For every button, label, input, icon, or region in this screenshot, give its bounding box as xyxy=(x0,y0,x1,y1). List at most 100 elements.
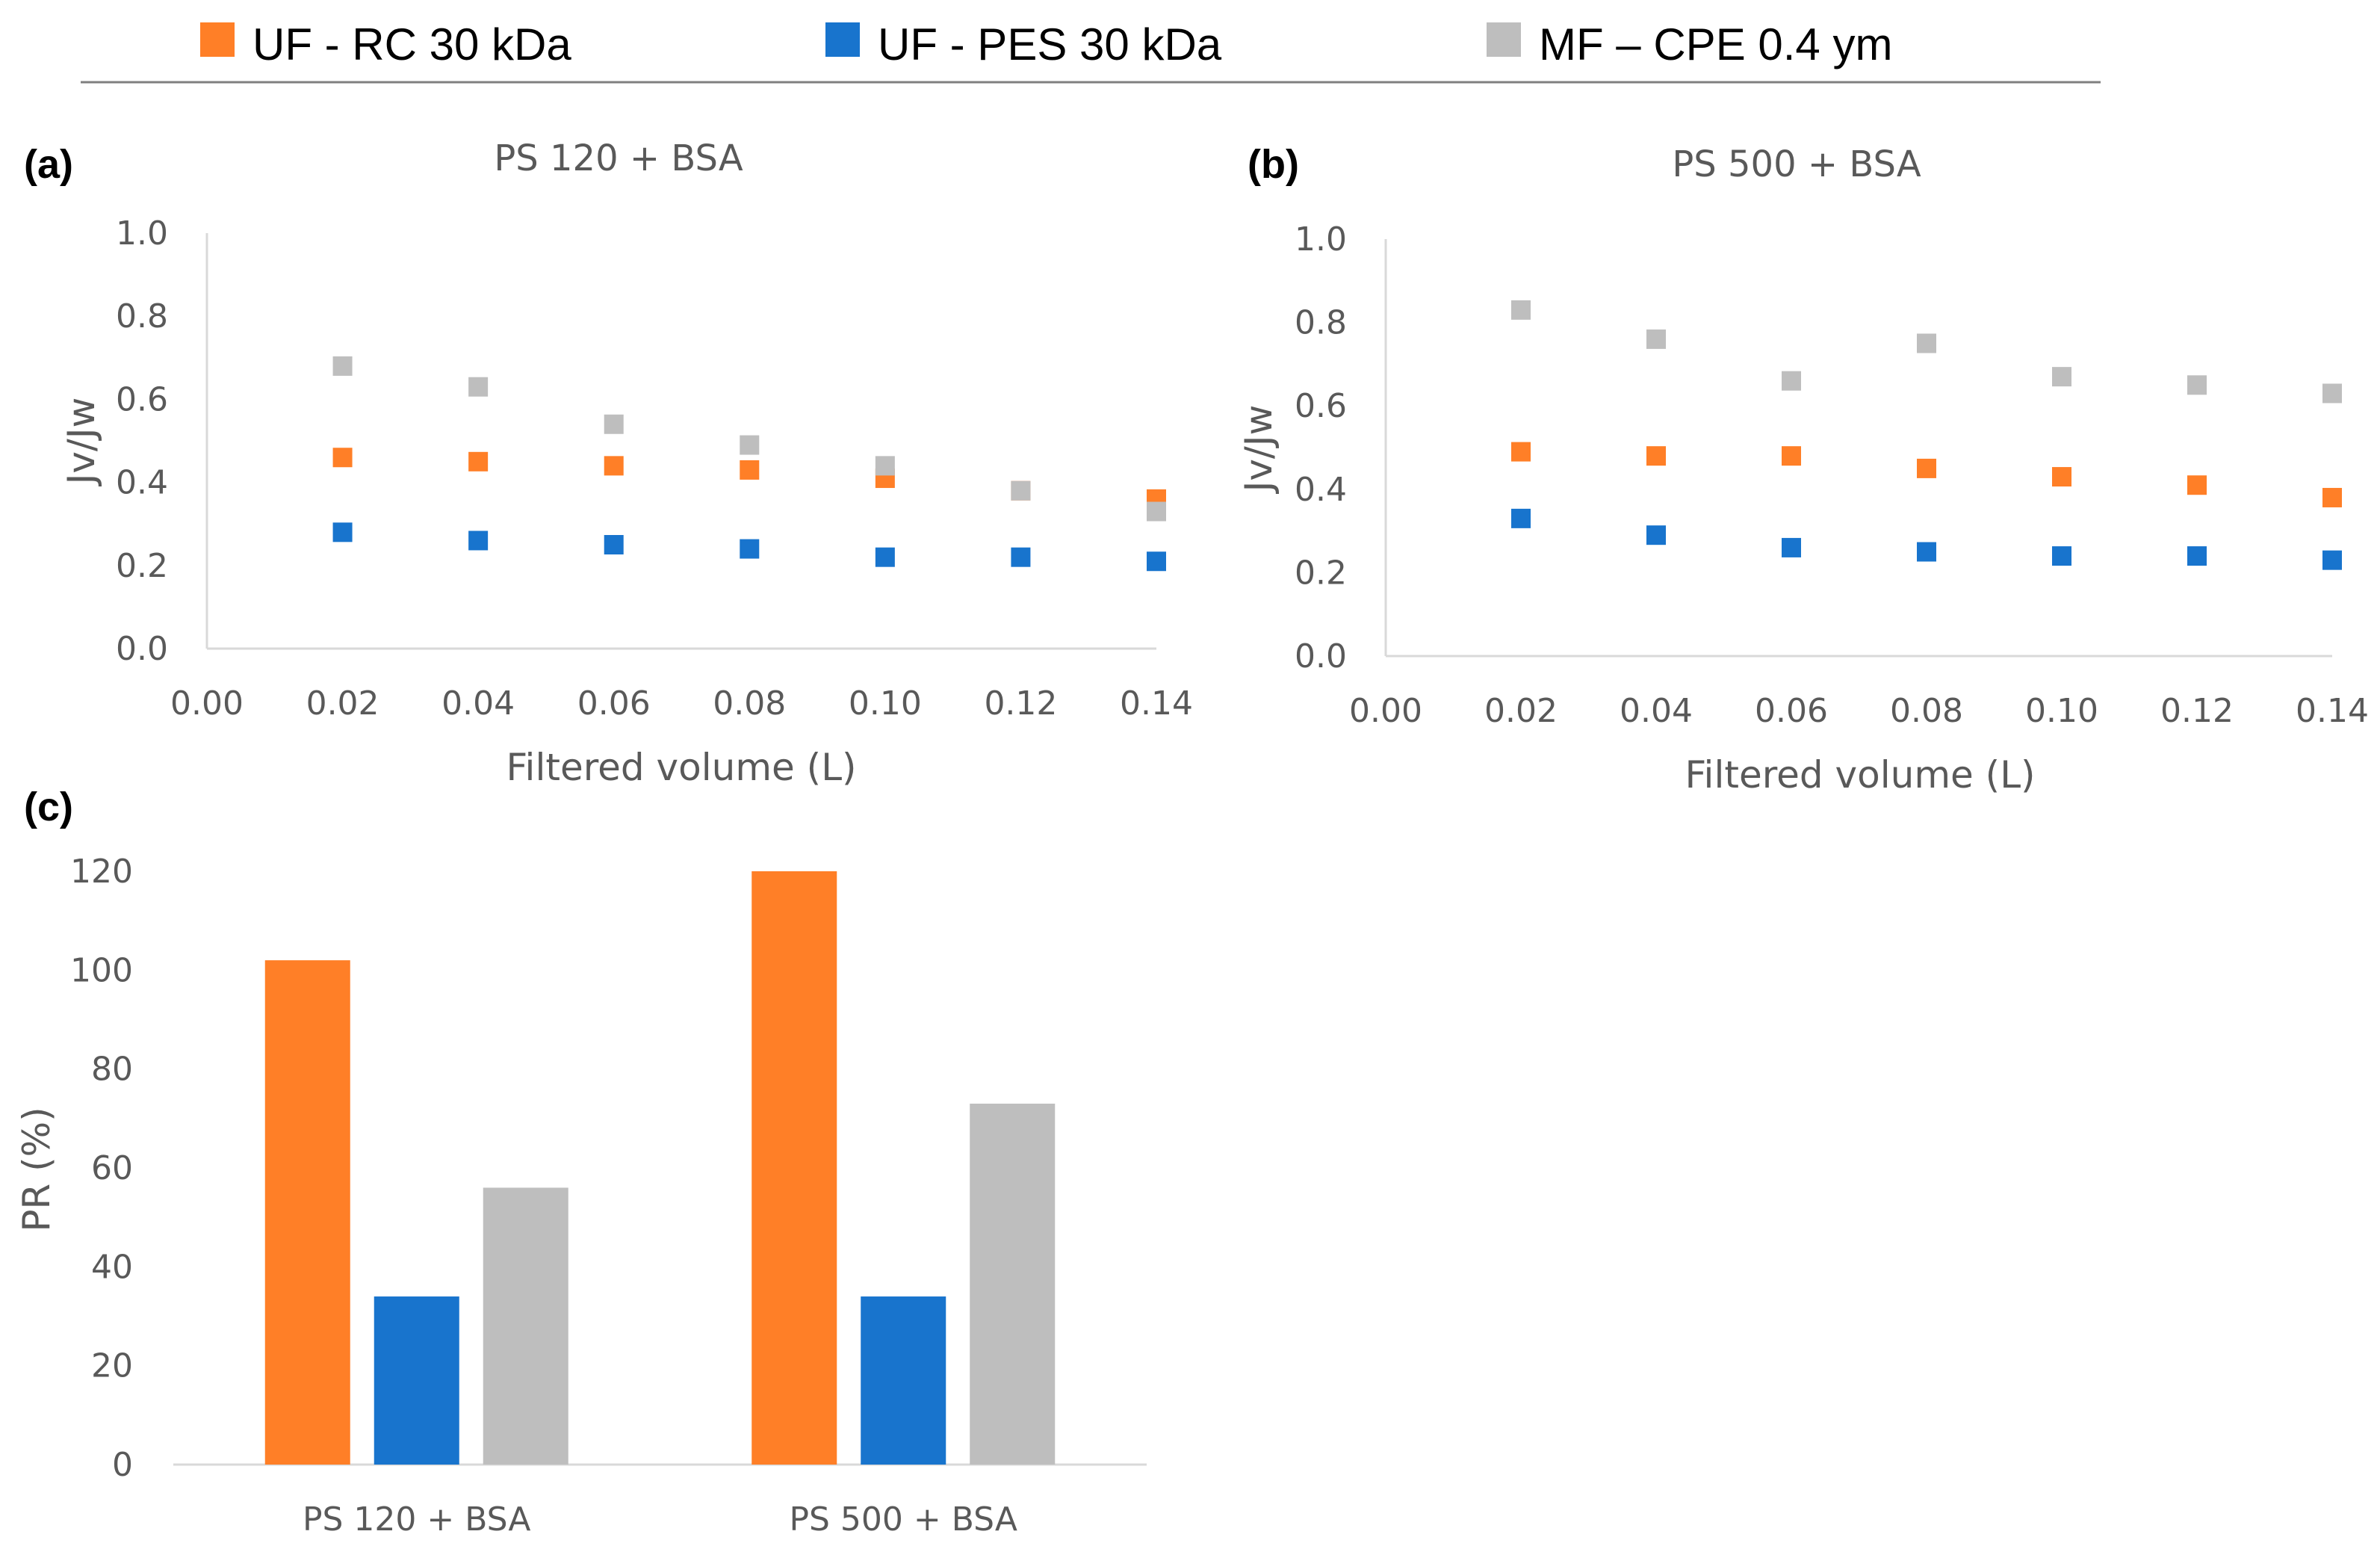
panel-b-y-tick-label: 0.6 xyxy=(1295,387,1347,425)
panel-c-bar-pes xyxy=(374,1296,459,1465)
panel-a-point-pes xyxy=(468,531,489,551)
panel-b-x-tick-label: 0.10 xyxy=(2025,692,2098,730)
legend-label-pes: UF - PES 30 kDa xyxy=(878,19,1222,69)
panel-b-point-pes xyxy=(1646,525,1666,545)
panel-a-point-rc xyxy=(468,451,489,472)
panel-b-x-tick-label: 0.14 xyxy=(2296,692,2369,730)
panel-a-point-cpe xyxy=(1147,501,1166,522)
panel-a-point-cpe xyxy=(332,356,353,376)
panel-a-point-pes xyxy=(604,535,624,554)
panel-b-y-tick-label: 0.2 xyxy=(1295,554,1347,592)
panel-a-x-tick-label: 0.02 xyxy=(306,684,379,723)
panel-a-point-cpe xyxy=(468,377,489,397)
panel-b-point-rc xyxy=(1646,446,1666,466)
panel-b-x-tick-label: 0.08 xyxy=(1890,692,1963,730)
panel-b-point-pes xyxy=(2052,546,2071,566)
panel-c-category-label: PS 120 + BSA xyxy=(303,1500,531,1539)
panel-c-y-tick-label: 120 xyxy=(70,853,133,891)
panel-c-y-tick-label: 0 xyxy=(112,1446,133,1484)
panel-a-point-rc xyxy=(604,456,624,476)
panel-a-point-pes xyxy=(332,522,353,542)
panel-a-point-cpe xyxy=(740,435,760,455)
panel-a-title: PS 120 + BSA xyxy=(494,137,743,179)
panel-b-point-pes xyxy=(2187,546,2207,566)
panel-c-category-label: PS 500 + BSA xyxy=(789,1500,1017,1539)
legend-label-rc: UF - RC 30 kDa xyxy=(252,19,571,69)
panel-a-points xyxy=(332,356,1166,572)
panel-a-point-pes xyxy=(875,547,895,567)
panel-a-point-rc xyxy=(740,460,760,480)
panel-b-x-tick-label: 0.06 xyxy=(1755,692,1828,730)
panel-b-points xyxy=(1511,300,2342,570)
panel-a-x-tick-label: 0.08 xyxy=(713,684,786,723)
panel-a-point-cpe xyxy=(875,456,895,476)
panel-c-bar-cpe xyxy=(970,1103,1056,1465)
panel-a-point-pes xyxy=(740,539,760,559)
legend-swatch-rc xyxy=(200,22,235,57)
legend: UF - RC 30 kDa UF - PES 30 kDa MF – CPE … xyxy=(81,19,2101,84)
panel-c-y-axis-label: PR (%) xyxy=(15,1107,58,1231)
panel-b-y-tick-label: 0.8 xyxy=(1295,304,1347,342)
panel-a-x-tick-label: 0.10 xyxy=(849,684,922,723)
panel-b-point-rc xyxy=(2187,475,2207,495)
panel-b-point-rc xyxy=(1917,458,1936,478)
panel-b: (b) PS 500 + BSA 0.0 0.2 0.4 0.6 0.8 1.0 0.00… xyxy=(1237,142,2369,797)
panel-c: (c) 0 20 40 60 80 100 120 PS 120 + BSA PS 500 +… xyxy=(15,785,1147,1539)
panel-b-point-cpe xyxy=(1646,329,1666,349)
panel-b-point-cpe xyxy=(2322,383,2342,404)
panel-b-x-ticks: 0.00 0.02 0.04 0.06 0.08 0.10 0.12 0.14 xyxy=(1349,692,2369,730)
panel-b-x-tick-label: 0.04 xyxy=(1620,692,1693,730)
panel-a-point-cpe xyxy=(1011,480,1031,501)
panel-c-categories: PS 120 + BSA PS 500 + BSA xyxy=(303,1500,1017,1539)
panel-c-y-ticks: 0 20 40 60 80 100 120 xyxy=(70,853,133,1484)
panel-b-point-pes xyxy=(1782,537,1801,557)
panel-b-x-tick-label: 0.12 xyxy=(2160,692,2234,730)
panel-a-y-tick-label: 1.0 xyxy=(116,214,168,253)
panel-a-x-tick-label: 0.06 xyxy=(577,684,651,723)
panel-a-point-cpe xyxy=(604,414,624,434)
panel-a-point-pes xyxy=(1011,547,1031,567)
panel-c-bar-pes xyxy=(861,1296,946,1465)
panel-b-point-cpe xyxy=(1782,371,1801,391)
panel-b-point-pes xyxy=(1511,508,1531,528)
panel-a-x-tick-label: 0.04 xyxy=(441,684,515,723)
panel-a-y-tick-label: 0.2 xyxy=(116,547,168,585)
panel-a-y-axis-label: Jv/Jw xyxy=(60,398,103,487)
panel-c-y-tick-label: 100 xyxy=(70,951,133,989)
panel-a-y-tick-label: 0.8 xyxy=(116,297,168,336)
panel-b-point-rc xyxy=(1511,442,1531,462)
panel-b-point-cpe xyxy=(1917,333,1936,353)
panel-a-y-tick-label: 0.6 xyxy=(116,380,168,418)
panel-b-point-rc xyxy=(1782,446,1801,466)
panel-b-x-tick-label: 0.02 xyxy=(1484,692,1558,730)
panel-b-y-tick-label: 0.0 xyxy=(1295,637,1347,675)
panel-b-point-cpe xyxy=(1511,300,1531,320)
panel-c-bar-rc xyxy=(264,960,350,1465)
legend-swatch-cpe xyxy=(1487,22,1521,57)
panel-c-bar-cpe xyxy=(483,1187,568,1465)
panel-a-y-ticks: 0.0 0.2 0.4 0.6 0.8 1.0 xyxy=(116,214,168,668)
panel-a-x-tick-label: 0.00 xyxy=(170,684,244,723)
panel-a-x-axis-label: Filtered volume (L) xyxy=(506,746,856,789)
panel-a-y-tick-label: 0.4 xyxy=(116,464,168,502)
panel-a-point-pes xyxy=(1147,551,1166,572)
legend-swatch-pes xyxy=(825,22,860,57)
panel-a-x-ticks: 0.00 0.02 0.04 0.06 0.08 0.10 0.12 0.14 xyxy=(170,684,1193,723)
panel-b-label: (b) xyxy=(1248,142,1299,187)
panel-b-point-pes xyxy=(2322,550,2342,570)
panel-a: (a) PS 120 + BSA 0.0 0.2 0.4 0.6 0.8 1.0 0.00… xyxy=(24,137,1193,789)
panel-c-label: (c) xyxy=(24,785,73,829)
panel-b-y-tick-label: 0.4 xyxy=(1295,471,1347,509)
panel-c-y-tick-label: 40 xyxy=(91,1248,133,1286)
panel-b-point-pes xyxy=(1917,542,1936,562)
panel-b-title: PS 500 + BSA xyxy=(1672,143,1921,185)
panel-a-y-tick-label: 0.0 xyxy=(116,630,168,668)
panel-c-bar-rc xyxy=(752,871,837,1465)
panel-b-point-rc xyxy=(2322,487,2342,507)
panel-a-x-tick-label: 0.14 xyxy=(1120,684,1193,723)
panel-c-y-tick-label: 80 xyxy=(91,1051,133,1089)
panel-b-point-cpe xyxy=(2187,375,2207,395)
panel-b-y-tick-label: 1.0 xyxy=(1295,220,1347,259)
panel-a-label: (a) xyxy=(24,142,73,187)
